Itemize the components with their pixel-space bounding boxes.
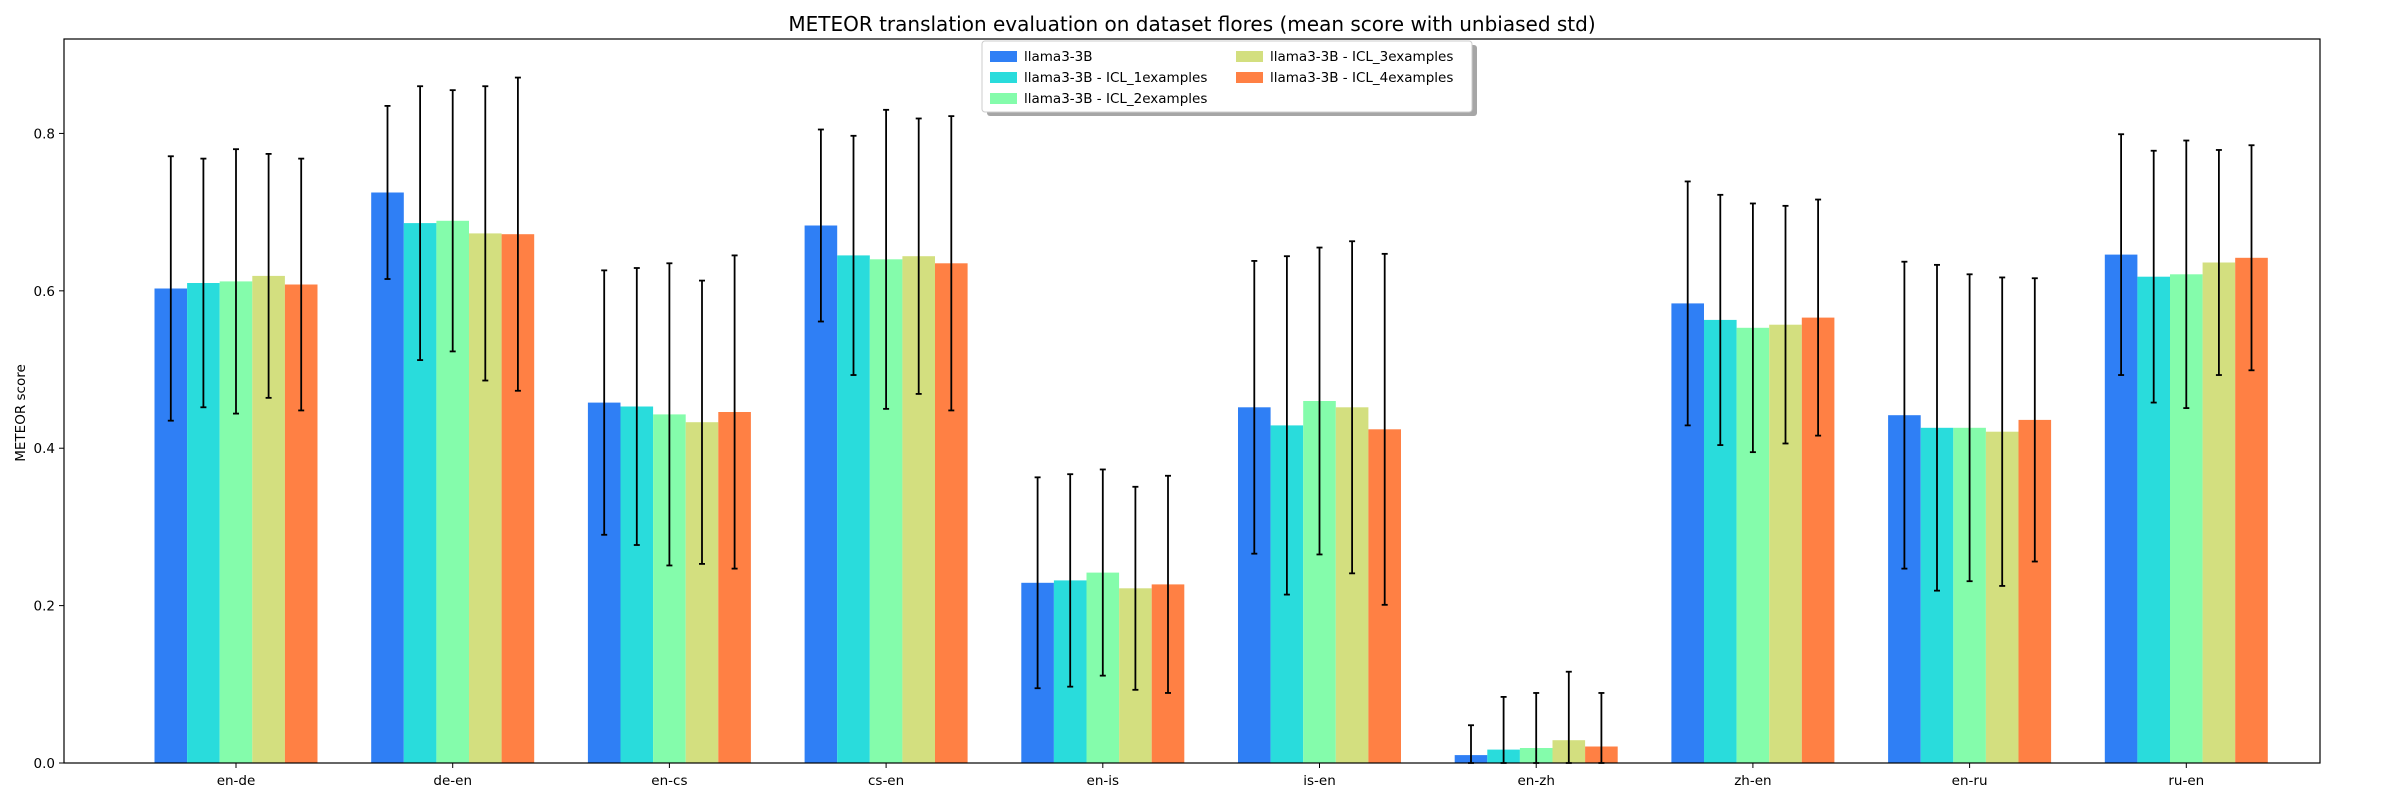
axes-layer: en-de de-en en-cs cs-en en-is is-en en-zh zh-en… <box>34 126 2205 789</box>
y-tick-label: 0.2 <box>34 599 55 615</box>
legend-swatch <box>990 51 1017 62</box>
y-axis-label: METEOR score <box>13 364 29 462</box>
legend-swatch <box>990 93 1017 104</box>
y-tick-label: 0.8 <box>34 126 55 142</box>
chart-title: METEOR translation evaluation on dataset… <box>788 12 1595 36</box>
x-tick-label: en-de <box>217 773 256 789</box>
legend-swatch <box>990 72 1017 83</box>
legend: llama3-3B llama3-3B - ICL_1examples llama3… <box>981 40 1477 116</box>
x-tick-label: cs-en <box>868 773 904 789</box>
legend-box <box>981 40 1473 113</box>
x-tick-label: ru-en <box>2168 773 2204 789</box>
x-tick-label: en-cs <box>651 773 687 789</box>
legend-label: llama3-3B - ICL_2examples <box>1024 91 1207 107</box>
x-tick-label: zh-en <box>1734 773 1771 789</box>
y-tick-label: 0.0 <box>34 756 55 772</box>
legend-label: llama3-3B <box>1024 49 1093 65</box>
x-tick-label: en-is <box>1087 773 1120 789</box>
x-tick-label: en-ru <box>1952 773 1988 789</box>
x-tick-label: de-en <box>433 773 472 789</box>
legend-label: llama3-3B - ICL_3examples <box>1270 49 1453 65</box>
legend-label: llama3-3B - ICL_1examples <box>1024 70 1207 86</box>
y-tick-label: 0.6 <box>34 284 55 300</box>
bar-de-en-series-0 <box>371 192 404 763</box>
y-tick-label: 0.4 <box>34 441 55 457</box>
legend-swatch <box>1236 51 1263 62</box>
bars-layer <box>154 192 2268 764</box>
plot-frame <box>63 38 2321 764</box>
legend-swatch <box>1236 72 1263 83</box>
errorbars-layer <box>167 76 2255 764</box>
x-tick-label: en-zh <box>1518 773 1555 789</box>
x-tick-label: is-en <box>1303 773 1336 789</box>
legend-label: llama3-3B - ICL_4examples <box>1270 70 1453 86</box>
